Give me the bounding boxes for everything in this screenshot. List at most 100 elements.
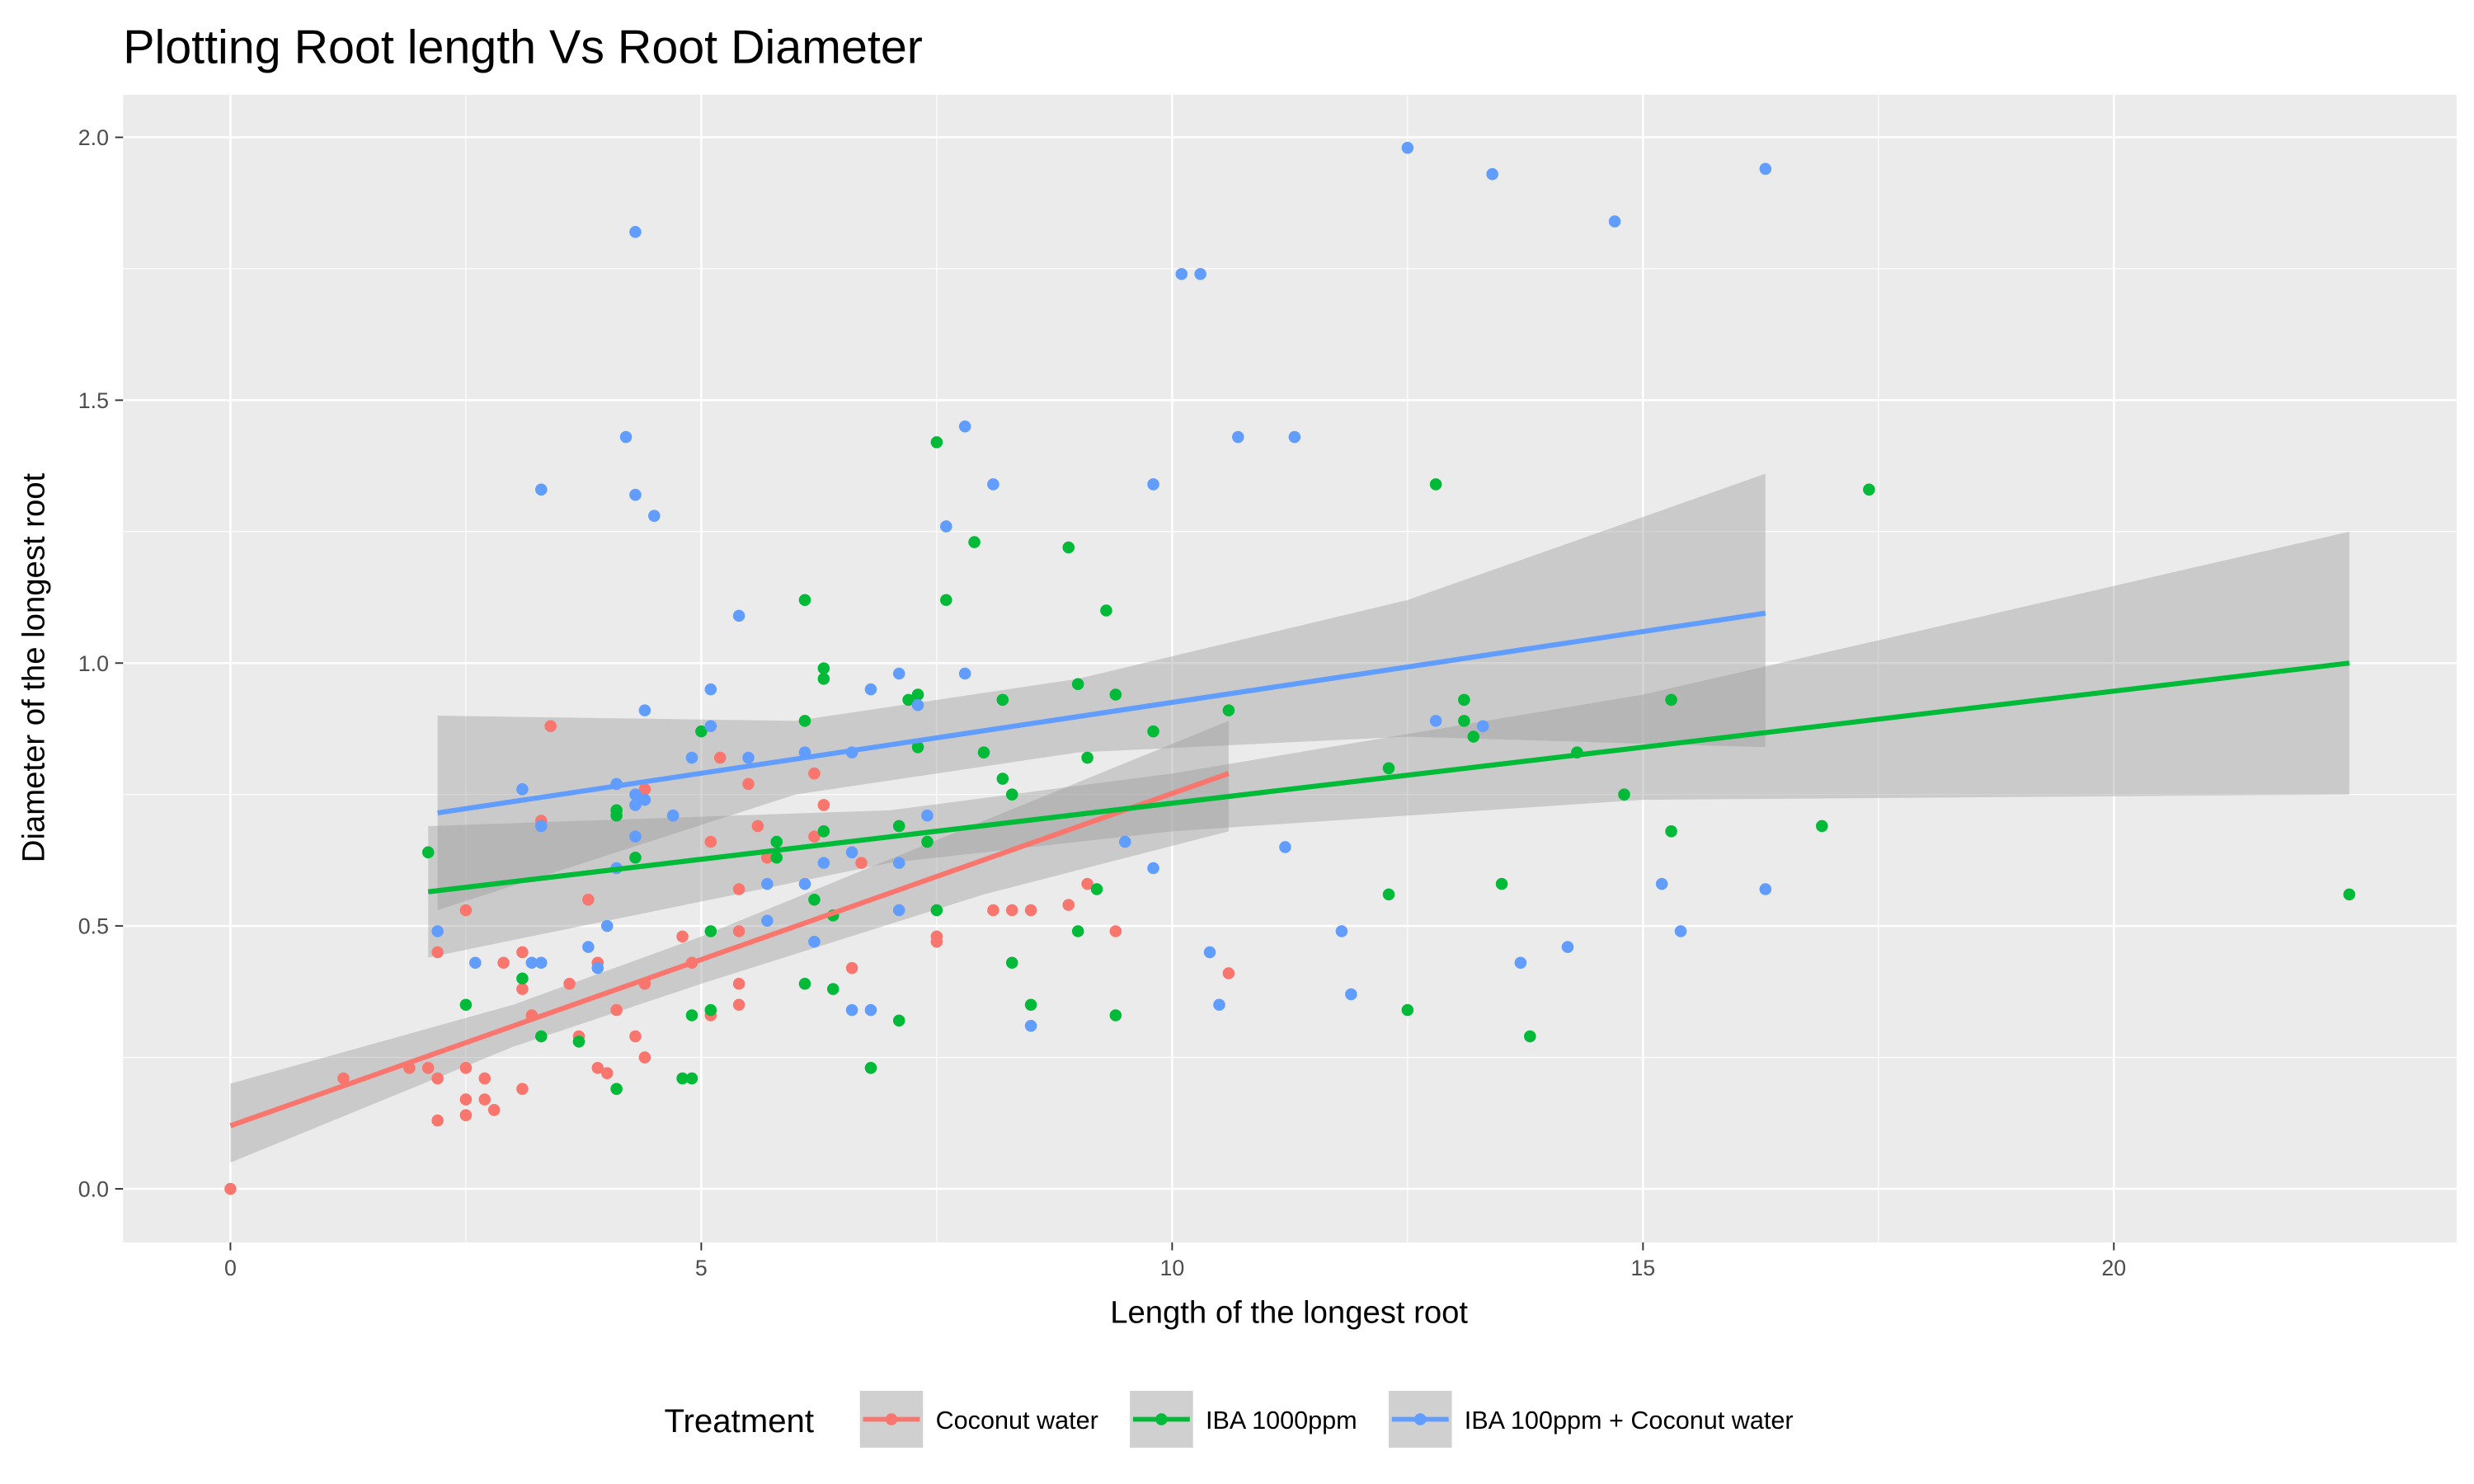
y-tick-label: 1.0: [78, 651, 109, 676]
y-axis-label: Diameter of the longest root: [16, 472, 52, 862]
data-point-coconut-water: [845, 961, 858, 974]
data-point-iba-1000ppm: [1109, 688, 1122, 701]
data-point-coconut-water: [808, 830, 821, 843]
data-point-coconut-water: [713, 751, 727, 764]
data-point-iba-1000ppm: [629, 851, 642, 864]
chart-title: Plotting Root length Vs Root Diameter: [123, 21, 923, 74]
data-point-iba-1000ppm: [968, 536, 981, 548]
data-point-coconut-water: [516, 983, 529, 995]
data-point-iba-100ppm-coconut-water: [761, 877, 774, 890]
data-point-iba-100ppm-coconut-water: [525, 956, 539, 970]
data-point-iba-1000ppm: [1090, 883, 1103, 895]
data-point-iba-1000ppm: [1429, 478, 1442, 491]
data-point-iba-1000ppm: [1024, 998, 1037, 1012]
data-point-iba-100ppm-coconut-water: [1486, 167, 1498, 181]
data-point-iba-1000ppm: [695, 725, 708, 738]
data-point-iba-1000ppm: [704, 925, 717, 937]
grid-lines: [123, 94, 2457, 1243]
legend-label-iba-100ppm-coconut-water: IBA 100ppm + Coconut water: [1465, 1407, 1794, 1435]
data-point-iba-1000ppm: [1467, 730, 1480, 743]
data-point-coconut-water: [930, 935, 943, 948]
data-point-iba-100ppm-coconut-water: [1024, 1020, 1037, 1032]
data-point-iba-100ppm-coconut-water: [1203, 946, 1216, 959]
data-point-iba-100ppm-coconut-water: [761, 914, 774, 928]
data-point-coconut-water: [638, 1051, 651, 1064]
data-point-iba-1000ppm: [685, 1072, 698, 1085]
data-point-coconut-water: [704, 835, 717, 848]
data-point-iba-100ppm-coconut-water: [808, 935, 821, 948]
regression-line-coconut-water: [229, 771, 1230, 1129]
data-point-coconut-water: [459, 1062, 473, 1074]
data-point-iba-100ppm-coconut-water: [1147, 478, 1159, 491]
x-tick-label: 5: [695, 1256, 708, 1280]
data-point-iba-100ppm-coconut-water: [629, 799, 642, 811]
y-tick-label: 0.5: [78, 914, 109, 939]
data-point-iba-100ppm-coconut-water: [629, 788, 642, 801]
data-point-iba-1000ppm: [704, 1003, 717, 1017]
data-point-iba-1000ppm: [1458, 715, 1470, 727]
data-point-iba-100ppm-coconut-water: [864, 683, 877, 696]
data-point-iba-1000ppm: [1222, 704, 1235, 716]
data-point-iba-1000ppm: [911, 688, 924, 701]
data-point-coconut-water: [544, 720, 557, 733]
data-point-coconut-water: [516, 1082, 529, 1096]
data-point-iba-100ppm-coconut-water: [1759, 162, 1772, 176]
data-point-iba-100ppm-coconut-water: [685, 751, 698, 764]
data-point-iba-1000ppm: [610, 1082, 623, 1096]
data-point-iba-100ppm-coconut-water: [1279, 841, 1291, 853]
data-point-iba-1000ppm: [1816, 819, 1828, 833]
data-point-coconut-water: [1005, 904, 1018, 917]
data-point-coconut-water: [732, 883, 745, 895]
data-point-coconut-water: [808, 767, 821, 780]
data-point-iba-1000ppm: [1005, 956, 1018, 970]
data-point-iba-100ppm-coconut-water: [704, 683, 717, 696]
data-point-iba-100ppm-coconut-water: [798, 877, 811, 890]
data-point-iba-1000ppm: [798, 594, 811, 607]
data-point-iba-100ppm-coconut-water: [534, 956, 548, 970]
data-point-iba-100ppm-coconut-water: [591, 961, 604, 974]
data-point-iba-1000ppm: [1618, 788, 1630, 801]
data-point-iba-1000ppm: [808, 893, 821, 906]
legend-point-iba-100ppm-coconut-water: [1413, 1413, 1427, 1425]
regression-line-iba-100ppm-coconut-water: [437, 610, 1766, 816]
data-point-iba-100ppm-coconut-water: [742, 751, 755, 764]
data-point-coconut-water: [431, 1114, 444, 1127]
data-point-iba-1000ppm: [1100, 604, 1112, 617]
data-point-iba-1000ppm: [610, 809, 623, 822]
data-point-coconut-water: [591, 1062, 604, 1074]
data-point-coconut-water: [817, 799, 830, 811]
data-point-iba-100ppm-coconut-water: [1147, 862, 1159, 875]
data-point-iba-100ppm-coconut-water: [534, 819, 548, 833]
data-point-iba-1000ppm: [798, 715, 811, 727]
data-point-iba-100ppm-coconut-water: [516, 783, 529, 796]
data-point-iba-1000ppm: [817, 673, 830, 685]
data-point-coconut-water: [582, 893, 595, 906]
data-point-coconut-water: [1062, 899, 1075, 911]
data-point-coconut-water: [987, 904, 999, 917]
data-point-iba-1000ppm: [911, 741, 924, 754]
data-point-iba-1000ppm: [421, 846, 435, 859]
data-point-iba-100ppm-coconut-water: [1175, 268, 1188, 280]
data-point-iba-1000ppm: [516, 972, 529, 985]
data-point-iba-100ppm-coconut-water: [431, 925, 444, 937]
data-point-iba-1000ppm: [1382, 762, 1395, 775]
data-point-coconut-water: [638, 783, 651, 796]
data-point-iba-1000ppm: [770, 835, 783, 848]
data-point-coconut-water: [478, 1072, 492, 1085]
data-point-iba-1000ppm: [892, 1014, 905, 1027]
data-point-iba-100ppm-coconut-water: [921, 809, 934, 822]
data-point-iba-1000ppm: [1005, 788, 1018, 801]
data-point-iba-100ppm-coconut-water: [648, 510, 661, 522]
data-point-coconut-water: [563, 977, 576, 990]
data-point-iba-100ppm-coconut-water: [845, 846, 858, 859]
data-point-iba-1000ppm: [1665, 825, 1677, 838]
data-point-coconut-water: [497, 956, 510, 970]
confidence-band-iba-1000ppm: [428, 531, 2349, 958]
data-point-iba-1000ppm: [921, 835, 934, 848]
legend-title: Treatment: [664, 1402, 814, 1439]
y-tick-label: 2.0: [78, 125, 109, 150]
data-point-iba-100ppm-coconut-water: [600, 919, 614, 932]
data-point-iba-1000ppm: [1147, 725, 1159, 738]
data-point-coconut-water: [855, 857, 868, 869]
